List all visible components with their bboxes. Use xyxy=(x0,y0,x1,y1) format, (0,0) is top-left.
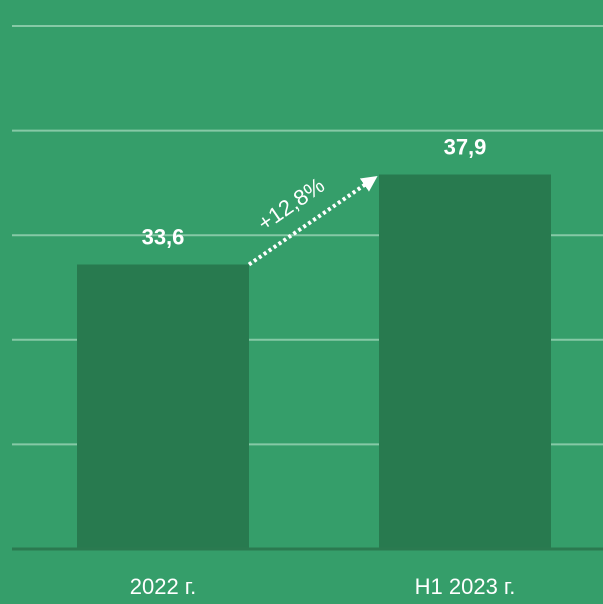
x-tick-label: 2022 г. xyxy=(130,574,197,599)
bar xyxy=(77,264,249,549)
value-label: 33,6 xyxy=(142,224,185,249)
growth-arrow xyxy=(247,175,378,267)
bar xyxy=(379,174,551,550)
x-tick-label: H1 2023 г. xyxy=(415,574,516,599)
growth-label: +12,8% xyxy=(253,172,329,235)
value-label: 37,9 xyxy=(444,134,487,159)
